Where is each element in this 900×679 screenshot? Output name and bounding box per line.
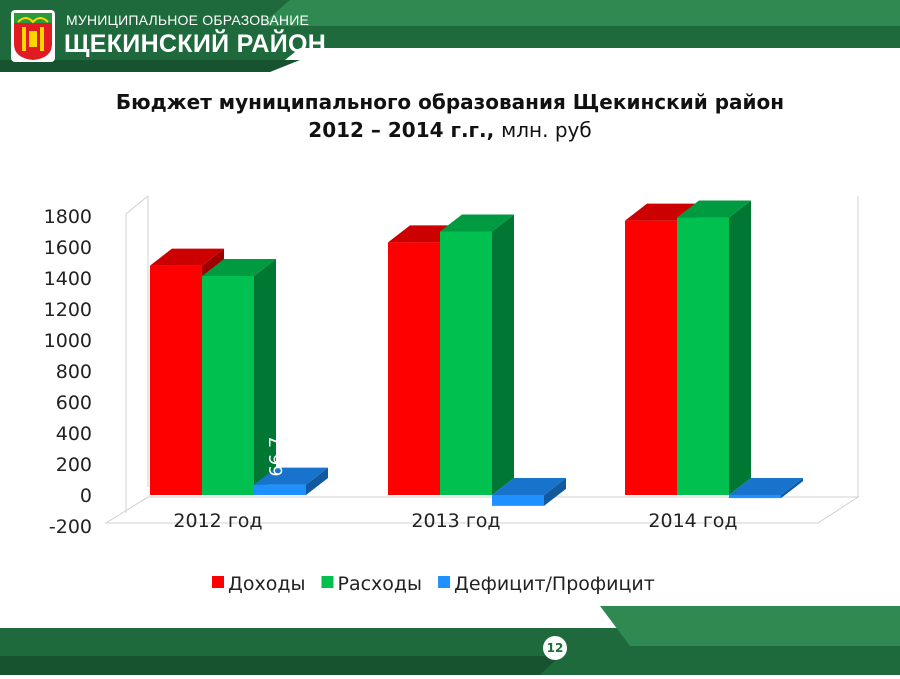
bar-top [729, 478, 803, 495]
legend-swatch [212, 576, 224, 588]
bar-top [677, 200, 751, 218]
footer-banner [0, 606, 900, 675]
y-tick-label: 600 [56, 392, 92, 414]
org-subtitle: МУНИЦИПАЛЬНОЕ ОБРАЗОВАНИЕ [66, 12, 310, 28]
bar-side [254, 258, 276, 495]
bar-front [492, 495, 544, 506]
x-tick-label: 2013 год [411, 510, 500, 532]
legend-swatch [321, 576, 334, 588]
x-tick-label: 2014 год [648, 510, 737, 532]
bar-side [781, 478, 803, 499]
bar-front [729, 495, 781, 499]
bar-top [202, 258, 276, 276]
legend-label: Дефицит/Профицит [454, 573, 655, 595]
bar-top [440, 214, 514, 232]
header-background [0, 0, 900, 72]
footer-background [0, 606, 900, 675]
legend-swatch [438, 576, 451, 588]
chart-bars: 66,7 [150, 200, 803, 506]
chart-walls [104, 195, 860, 524]
footer-light-band [600, 606, 900, 646]
y-tick-label: 400 [56, 423, 92, 445]
bar-3-3 [729, 478, 803, 499]
org-name: ЩЕКИНСКИЙ РАЙОН [64, 30, 327, 58]
page-number: 12 [543, 636, 567, 660]
footer-shadow-band [0, 656, 560, 675]
bar-front [677, 217, 729, 496]
bar-2-1 [202, 258, 276, 495]
legend-label: Доходы [228, 573, 305, 595]
slide-title-line1: Бюджет муниципального образования Щекинс… [115, 90, 785, 114]
bar-top [254, 467, 328, 485]
bar-side [306, 467, 328, 495]
budget-chart: 1800 1600 1400 1200 1000 800 600 400 200 0 -200 66… [44, 195, 860, 595]
bar-side [544, 478, 566, 506]
coat-of-arms-icon [11, 10, 55, 62]
bar-3-2 [492, 478, 566, 506]
header-shadow-band [0, 60, 300, 72]
y-tick-label: 1600 [44, 237, 92, 259]
y-axis-ticks: 1800 1600 1400 1200 1000 800 600 400 200 0 -200 [44, 206, 92, 538]
bar-side [492, 214, 514, 495]
bar-2-2 [440, 214, 514, 495]
header-light-band [260, 0, 900, 26]
bar-top [492, 478, 566, 495]
x-tick-label: 2012 год [173, 510, 262, 532]
x-axis-labels: 2012 год 2013 год 2014 год [173, 510, 737, 532]
bar-2-3 [677, 200, 751, 496]
bar-front [150, 265, 202, 495]
bar-front [388, 242, 440, 495]
chart-back-wall-edge [125, 195, 149, 513]
y-tick-label: 800 [56, 361, 92, 383]
bar-front [202, 275, 254, 495]
y-tick-label: 0 [80, 485, 92, 507]
bar-front [254, 484, 306, 495]
bar-front [625, 220, 677, 495]
bar-3-1 [254, 467, 328, 495]
bar-front [440, 231, 492, 495]
y-tick-label: -200 [49, 516, 92, 538]
bar-top [150, 248, 224, 266]
slide-title-line2: 2012 – 2014 г.г., млн. руб [0, 118, 900, 142]
y-tick-label: 1200 [44, 299, 92, 321]
y-tick-label: 1800 [44, 206, 92, 228]
slide-title-unit: млн. руб [501, 118, 592, 142]
y-tick-label: 200 [56, 454, 92, 476]
data-label: 66,7 [266, 437, 287, 477]
y-tick-label: 1400 [44, 268, 92, 290]
header-banner: МУНИЦИПАЛЬНОЕ ОБРАЗОВАНИЕ ЩЕКИНСКИЙ РАЙО… [0, 0, 900, 72]
chart-legend: Доходы Расходы Дефицит/Профицит [212, 573, 655, 595]
slide-title-years: 2012 – 2014 г.г., [308, 118, 495, 142]
bar-side [729, 200, 751, 496]
legend-label: Расходы [337, 573, 422, 595]
y-tick-label: 1000 [44, 330, 92, 352]
